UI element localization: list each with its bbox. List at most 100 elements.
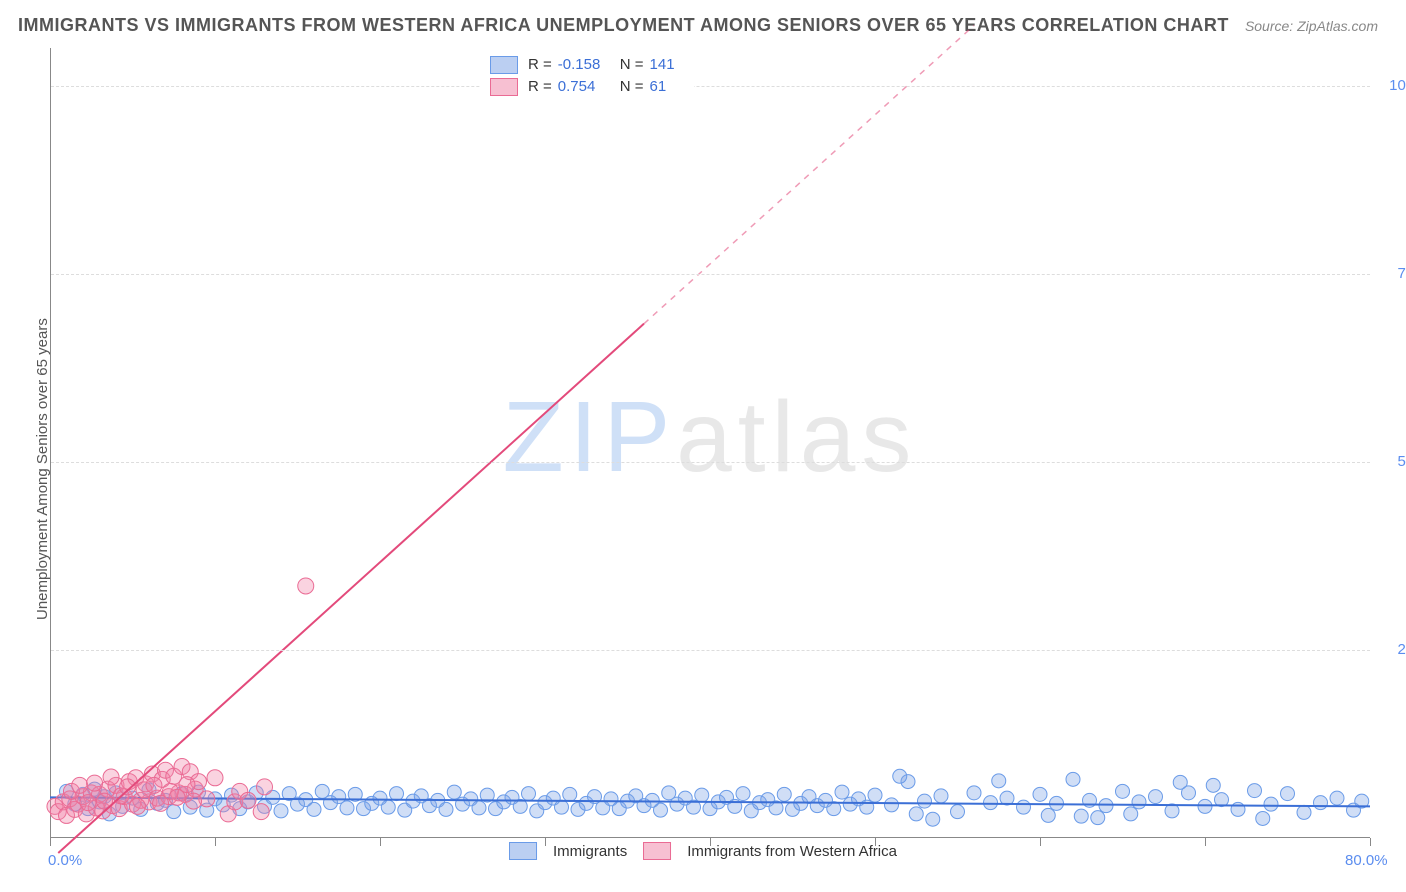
scatter-point-immigrants	[909, 807, 923, 821]
scatter-point-immigrants	[885, 798, 899, 812]
scatter-point-immigrants	[1149, 790, 1163, 804]
x-tick-mark	[215, 838, 216, 846]
y-tick-label: 25.0%	[1380, 641, 1406, 658]
scatter-point-western_africa	[72, 777, 88, 793]
scatter-point-immigrants	[835, 785, 849, 799]
scatter-point-immigrants	[1124, 807, 1138, 821]
legend-swatch	[490, 78, 518, 96]
scatter-point-immigrants	[1248, 784, 1262, 798]
x-tick-mark	[50, 838, 51, 846]
gridline-h	[51, 274, 1370, 275]
stats-legend-row: R = -0.158 N = 141	[490, 54, 684, 76]
scatter-point-immigrants	[390, 787, 404, 801]
scatter-point-immigrants	[1330, 791, 1344, 805]
scatter-point-immigrants	[439, 802, 453, 816]
legend-swatch	[509, 842, 537, 860]
scatter-point-immigrants	[1198, 799, 1212, 813]
stats-r-value: 0.754	[558, 76, 610, 98]
scatter-point-immigrants	[1017, 800, 1031, 814]
scatter-point-immigrants	[472, 801, 486, 815]
gridline-h	[51, 462, 1370, 463]
scatter-point-immigrants	[555, 800, 569, 814]
scatter-point-immigrants	[736, 787, 750, 801]
scatter-point-immigrants	[1297, 805, 1311, 819]
scatter-point-western_africa	[253, 804, 269, 820]
y-tick-label: 50.0%	[1380, 453, 1406, 470]
legend-label: Immigrants from Western Africa	[687, 843, 897, 860]
gridline-h	[51, 86, 1370, 87]
scatter-point-immigrants	[447, 785, 461, 799]
gridline-h	[51, 650, 1370, 651]
scatter-point-immigrants	[918, 794, 932, 808]
scatter-point-western_africa	[298, 578, 314, 594]
scatter-point-immigrants	[522, 787, 536, 801]
scatter-point-western_africa	[103, 769, 119, 785]
scatter-point-immigrants	[1264, 797, 1278, 811]
scatter-point-western_africa	[207, 770, 223, 786]
scatter-point-immigrants	[951, 805, 965, 819]
scatter-point-western_africa	[129, 798, 145, 814]
scatter-point-immigrants	[1074, 809, 1088, 823]
scatter-point-western_africa	[146, 777, 162, 793]
x-tick-mark	[1040, 838, 1041, 846]
stats-n-label: N =	[620, 54, 644, 76]
scatter-point-immigrants	[868, 788, 882, 802]
y-tick-label: 75.0%	[1380, 265, 1406, 282]
x-tick-mark	[1370, 838, 1371, 846]
scatter-point-immigrants	[967, 786, 981, 800]
legend-swatch	[643, 842, 671, 860]
scatter-point-immigrants	[340, 801, 354, 815]
stats-legend-box: R = -0.158 N = 141 R = 0.754 N = 61	[480, 50, 694, 102]
scatter-point-western_africa	[179, 777, 195, 793]
trend-line-western_africa-solid	[58, 324, 644, 853]
stats-n-label: N =	[620, 76, 644, 98]
legend-label: Immigrants	[553, 843, 627, 860]
x-tick-label: 80.0%	[1345, 852, 1388, 869]
scatter-point-immigrants	[1041, 808, 1055, 822]
scatter-point-immigrants	[1281, 787, 1295, 801]
stats-n-value: 61	[650, 76, 684, 98]
scatter-point-immigrants	[1206, 778, 1220, 792]
scatter-point-immigrants	[1256, 811, 1270, 825]
scatter-point-immigrants	[274, 804, 288, 818]
y-axis-label: Unemployment Among Seniors over 65 years	[34, 318, 51, 620]
scatter-point-immigrants	[992, 774, 1006, 788]
scatter-point-immigrants	[1066, 772, 1080, 786]
stats-n-value: 141	[650, 54, 684, 76]
scatter-point-immigrants	[934, 789, 948, 803]
scatter-point-western_africa	[120, 779, 136, 795]
scatter-point-immigrants	[926, 812, 940, 826]
x-tick-mark	[1205, 838, 1206, 846]
stats-r-label: R =	[528, 54, 552, 76]
source-label: Source: ZipAtlas.com	[1245, 18, 1378, 34]
scatter-point-immigrants	[1314, 796, 1328, 810]
scatter-point-western_africa	[186, 793, 202, 809]
scatter-point-immigrants	[563, 787, 577, 801]
chart-title: IMMIGRANTS VS IMMIGRANTS FROM WESTERN AF…	[18, 15, 1229, 36]
stats-r-label: R =	[528, 76, 552, 98]
scatter-point-immigrants	[307, 802, 321, 816]
legend-swatch	[490, 56, 518, 74]
scatter-point-immigrants	[1132, 795, 1146, 809]
x-tick-mark	[380, 838, 381, 846]
chart-area: ZIPatlas 25.0%50.0%75.0%100.0%0.0%80.0%	[50, 48, 1370, 838]
scatter-point-immigrants	[1099, 799, 1113, 813]
scatter-point-western_africa	[257, 779, 273, 795]
scatter-point-immigrants	[654, 803, 668, 817]
scatter-plot-svg	[50, 48, 1370, 838]
stats-legend-row: R = 0.754 N = 61	[490, 76, 684, 98]
scatter-point-western_africa	[80, 795, 96, 811]
scatter-point-immigrants	[777, 787, 791, 801]
stats-r-value: -0.158	[558, 54, 610, 76]
scatter-point-immigrants	[1173, 775, 1187, 789]
scatter-point-immigrants	[1116, 784, 1130, 798]
scatter-point-immigrants	[893, 769, 907, 783]
scatter-point-immigrants	[167, 805, 181, 819]
bottom-legend: Immigrants Immigrants from Western Africa	[509, 842, 897, 860]
scatter-point-immigrants	[984, 796, 998, 810]
y-tick-label: 100.0%	[1380, 77, 1406, 94]
scatter-point-immigrants	[695, 788, 709, 802]
scatter-point-western_africa	[240, 792, 256, 808]
scatter-point-immigrants	[1091, 811, 1105, 825]
scatter-point-immigrants	[381, 800, 395, 814]
